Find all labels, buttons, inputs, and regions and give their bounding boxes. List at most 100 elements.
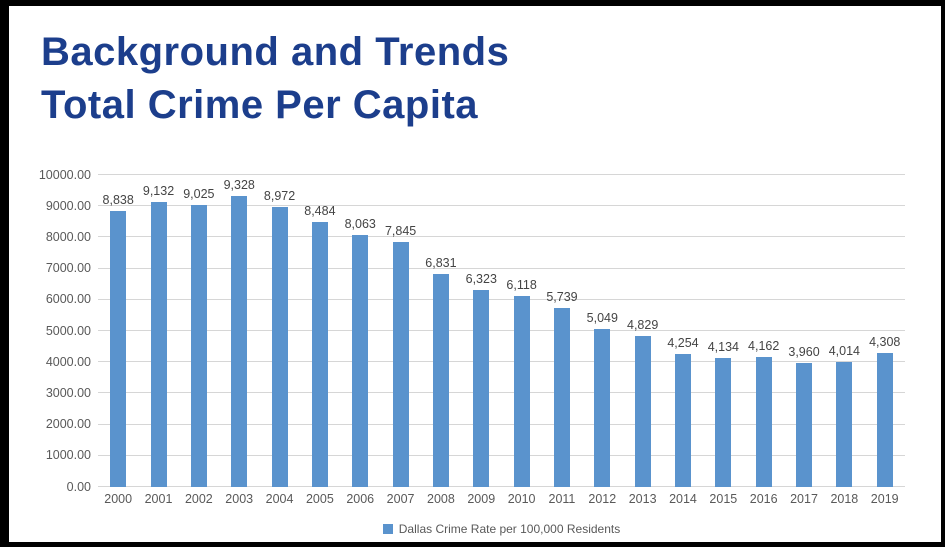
x-axis-tick-label: 2012 bbox=[588, 492, 617, 506]
bar-value-label: 6,831 bbox=[425, 255, 457, 270]
bar-value-label: 6,323 bbox=[465, 271, 497, 286]
y-axis-tick-label: 0.00 bbox=[66, 479, 91, 494]
bar-group-2008: 6,831 bbox=[421, 175, 461, 487]
bar-value-label: 9,025 bbox=[183, 187, 215, 202]
bar-2007: 7,845 bbox=[385, 224, 416, 487]
bar-value-label: 4,254 bbox=[667, 336, 699, 351]
bar-value-label: 4,162 bbox=[748, 339, 780, 354]
slide: Background and Trends Total Crime Per Cap… bbox=[9, 6, 941, 542]
bar-group-2018: 4,014 bbox=[824, 175, 864, 487]
bar-2000: 8,838 bbox=[103, 193, 134, 487]
y-axis-tick-label: 3000.00 bbox=[45, 385, 91, 400]
bar-group-2007: 7,845 bbox=[380, 175, 420, 487]
x-axis-tick-label: 2001 bbox=[144, 492, 173, 506]
gridline bbox=[98, 267, 905, 269]
gridline bbox=[98, 330, 905, 331]
bar-group-2013: 4,829 bbox=[622, 175, 662, 487]
bar-2014: 4,254 bbox=[667, 336, 699, 487]
bar-2006: 8,063 bbox=[345, 217, 376, 487]
bar-2001: 9,132 bbox=[143, 184, 174, 487]
gridline bbox=[98, 236, 905, 238]
bar-group-2000: 8,838 bbox=[98, 175, 138, 487]
bars-container: 8,838 9,132 9,025 9,328 8,972 8,484 8,063 7,845… bbox=[98, 175, 905, 487]
y-axis-tick-label: 9000.00 bbox=[45, 198, 91, 213]
bar-2008: 6,831 bbox=[425, 256, 457, 487]
bar-2009: 6,323 bbox=[466, 272, 497, 487]
bar-2018: 4,014 bbox=[829, 344, 860, 487]
bar-2002: 9,025 bbox=[183, 187, 215, 487]
y-axis: 0.00 1000.00 2000.00 3000.00 4000.00 5000.00 6… bbox=[34, 168, 91, 494]
bar-group-2006: 8,063 bbox=[340, 175, 380, 487]
x-axis-tick-label: 2009 bbox=[467, 492, 496, 506]
bar-group-2002: 9,025 bbox=[179, 175, 219, 487]
bar-group-2014: 4,254 bbox=[663, 175, 703, 487]
plot-area: 8,838 9,132 9,025 9,328 8,972 8,484 8,063 7,845… bbox=[98, 174, 905, 487]
slide-title: Background and Trends Total Crime Per Cap… bbox=[41, 26, 509, 132]
x-axis-tick-label: 2018 bbox=[830, 492, 859, 506]
x-axis-tick-label: 2010 bbox=[507, 492, 536, 506]
gridline bbox=[98, 174, 905, 175]
bar-value-label: 9,328 bbox=[223, 177, 255, 192]
bar-2015: 4,134 bbox=[708, 340, 739, 487]
bar-2011: 5,739 bbox=[546, 290, 578, 487]
x-axis-tick-label: 2003 bbox=[225, 492, 254, 506]
x-axis-tick-label: 2017 bbox=[790, 492, 818, 506]
x-axis-tick-label: 2006 bbox=[346, 492, 375, 506]
legend-label: Dallas Crime Rate per 100,000 Residents bbox=[398, 522, 621, 536]
gridline bbox=[98, 454, 905, 456]
x-axis-tick-label: 2019 bbox=[870, 492, 899, 506]
bar-group-2005: 8,484 bbox=[300, 175, 340, 487]
bar-value-label: 5,049 bbox=[586, 311, 618, 326]
gridline bbox=[98, 298, 905, 300]
x-axis-tick-label: 2015 bbox=[709, 492, 738, 506]
bar-2010: 6,118 bbox=[506, 278, 537, 487]
x-axis-tick-label: 2000 bbox=[104, 492, 133, 506]
bar-value-label: 9,132 bbox=[142, 184, 175, 199]
bar-2012: 5,049 bbox=[587, 311, 618, 487]
bar-value-label: 4,134 bbox=[707, 340, 739, 355]
title-line-2: Total Crime Per Capita bbox=[41, 82, 479, 127]
gridline bbox=[98, 423, 905, 425]
bar-value-label: 7,845 bbox=[384, 224, 417, 239]
legend-swatch-icon bbox=[382, 524, 393, 534]
gridline bbox=[98, 486, 905, 487]
bar-2005: 8,484 bbox=[304, 204, 336, 487]
bar-group-2011: 5,739 bbox=[542, 175, 582, 487]
y-axis-tick-label: 4000.00 bbox=[45, 354, 91, 369]
x-axis-tick-label: 2016 bbox=[749, 492, 778, 506]
x-axis-tick-label: 2004 bbox=[265, 492, 294, 506]
y-axis-tick-label: 8000.00 bbox=[45, 229, 91, 244]
bar-2016: 4,162 bbox=[748, 339, 779, 487]
bar-2017: 3,960 bbox=[788, 345, 820, 487]
y-axis-tick-label: 7000.00 bbox=[45, 261, 91, 276]
bar-group-2003: 9,328 bbox=[219, 175, 259, 487]
x-axis-tick-label: 2013 bbox=[628, 492, 657, 506]
bar-value-label: 8,484 bbox=[304, 204, 336, 219]
x-axis-tick-label: 2008 bbox=[427, 492, 455, 506]
x-axis-tick-label: 2011 bbox=[548, 492, 576, 506]
gridline bbox=[98, 205, 905, 207]
y-axis-tick-label: 10000.00 bbox=[38, 167, 91, 182]
gridline bbox=[98, 392, 905, 394]
bar-value-label: 6,118 bbox=[506, 278, 537, 293]
y-axis-tick-label: 2000.00 bbox=[45, 417, 91, 432]
bar-value-label: 5,739 bbox=[546, 289, 578, 304]
bar-group-2001: 9,132 bbox=[138, 175, 178, 487]
bar-chart: 0.00 1000.00 2000.00 3000.00 4000.00 5000.00 6… bbox=[34, 168, 929, 542]
bar-group-2017: 3,960 bbox=[784, 175, 824, 487]
bar-group-2012: 5,049 bbox=[582, 175, 622, 487]
bar-value-label: 8,063 bbox=[344, 217, 376, 232]
bar-2013: 4,829 bbox=[627, 318, 658, 487]
bar-value-label: 4,308 bbox=[869, 334, 901, 349]
bar-value-label: 8,838 bbox=[102, 193, 134, 208]
x-axis-tick-label: 2007 bbox=[386, 492, 415, 506]
bar-group-2004: 8,972 bbox=[259, 175, 299, 487]
bar-group-2016: 4,162 bbox=[744, 175, 784, 487]
x-axis-tick-label: 2005 bbox=[305, 492, 334, 506]
x-axis: 2000 2001 2002 2003 2004 2005 2006 2007 2008 2009… bbox=[98, 492, 905, 506]
bar-2019: 4,308 bbox=[869, 335, 900, 487]
x-axis-tick-label: 2014 bbox=[669, 492, 697, 506]
bar-group-2009: 6,323 bbox=[461, 175, 501, 487]
bar-value-label: 8,972 bbox=[263, 189, 296, 204]
